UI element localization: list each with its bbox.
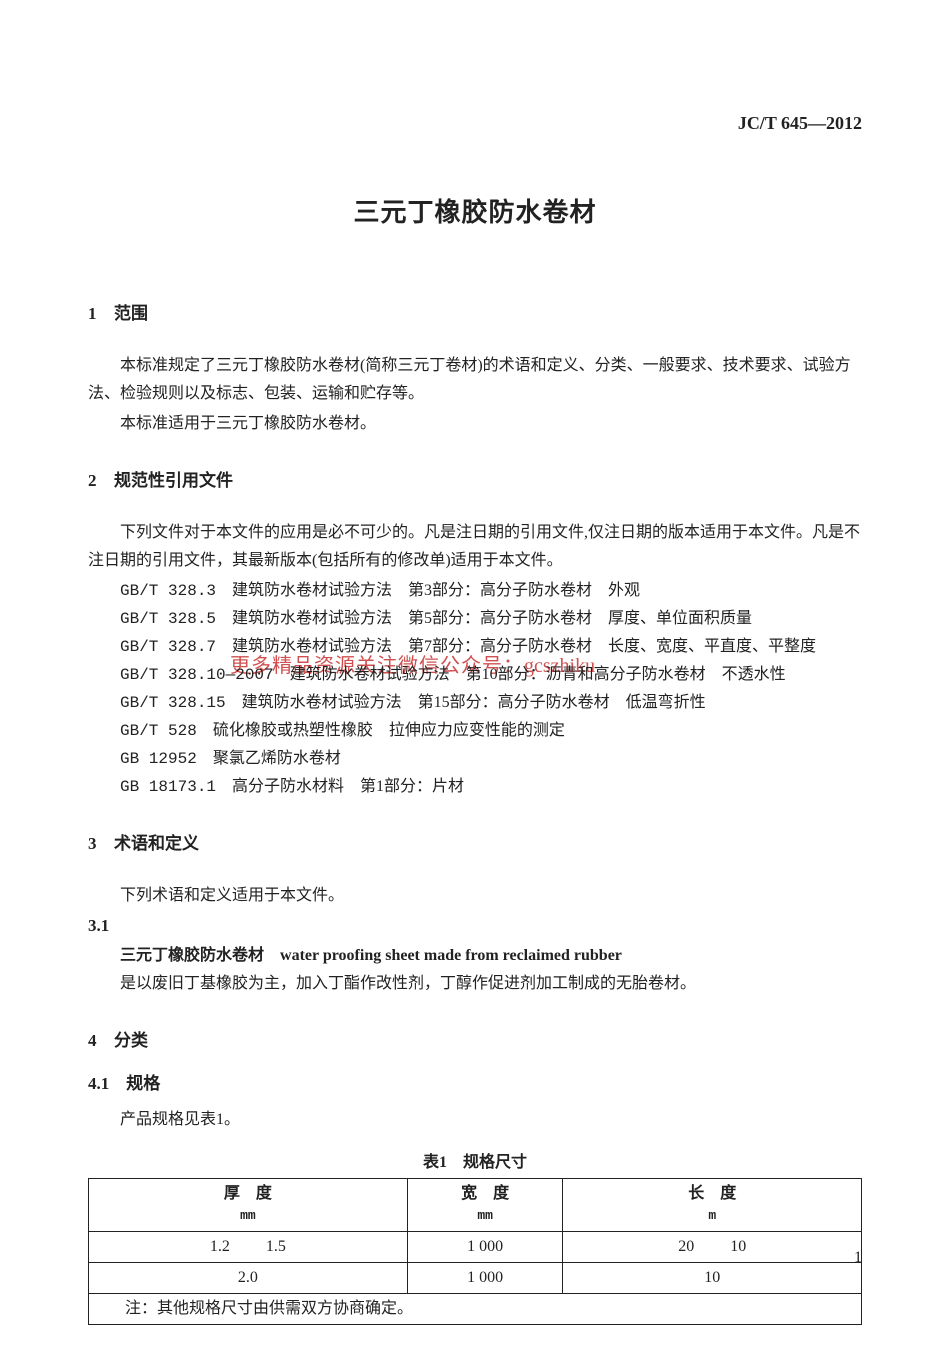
ref-text: 建筑防水卷材试验方法 第3部分：高分子防水卷材 外观 xyxy=(232,582,640,599)
ref-code: GB/T 328.7 xyxy=(120,638,216,656)
section-2-num: 2 xyxy=(88,471,114,491)
section-2: 2规范性引用文件 下列文件对于本文件的应用是必不可少的。凡是注日期的引用文件,仅… xyxy=(88,466,862,801)
section-2-heading: 2规范性引用文件 xyxy=(88,466,862,491)
section-2-title: 规范性引用文件 xyxy=(114,471,233,490)
section-4-1-para: 产品规格见表1。 xyxy=(88,1106,862,1134)
section-4-1-title: 规格 xyxy=(126,1074,160,1093)
ref-item: GB/T 328.5 建筑防水卷材试验方法 第5部分：高分子防水卷材 厚度、单位… xyxy=(120,605,862,633)
section-3-title: 术语和定义 xyxy=(114,834,199,853)
section-3-num: 3 xyxy=(88,834,114,854)
ref-text: 建筑防水卷材试验方法 第15部分：高分子防水卷材 低温弯折性 xyxy=(242,694,706,711)
term-definition-text: 是以废旧丁基橡胶为主，加入丁酯作改性剂，丁醇作促进剂加工制成的无胎卷材。 xyxy=(120,970,862,998)
td-width-1: 1 000 xyxy=(407,1232,563,1263)
section-1-num: 1 xyxy=(88,304,114,324)
th-thickness: 厚 度 mm xyxy=(89,1179,408,1232)
ref-code: GB/T 328.5 xyxy=(120,610,216,628)
ref-text: 硫化橡胶或热塑性橡胶 拉伸应力应变性能的测定 xyxy=(213,722,565,739)
section-3-para-1: 下列术语和定义适用于本文件。 xyxy=(88,882,862,910)
th-length-label: 长 度 xyxy=(688,1185,736,1202)
table-1-caption: 表1 规格尺寸 xyxy=(88,1148,862,1172)
ref-code: GB 12952 xyxy=(120,750,197,768)
td-length-2: 10 xyxy=(563,1263,862,1294)
term-en: water proofing sheet made from reclaimed… xyxy=(280,947,622,964)
ref-item: GB 18173.1 高分子防水材料 第1部分：片材 xyxy=(120,773,862,801)
ref-code: GB/T 528 xyxy=(120,722,197,740)
ref-code: GB 18173.1 xyxy=(120,778,216,796)
ref-item: GB/T 328.10—2007 建筑防水卷材试验方法 第10部分：沥青和高分子… xyxy=(120,661,862,689)
document-title: 三元丁橡胶防水卷材 xyxy=(88,192,862,229)
table-header-row: 厚 度 mm 宽 度 mm 长 度 m xyxy=(89,1179,862,1232)
th-width-unit: mm xyxy=(414,1205,557,1227)
th-width-label: 宽 度 xyxy=(461,1185,509,1202)
ref-text: 聚氯乙烯防水卷材 xyxy=(213,750,341,767)
th-length: 长 度 m xyxy=(563,1179,862,1232)
cell-val: 20 xyxy=(678,1236,694,1258)
reference-list: GB/T 328.3 建筑防水卷材试验方法 第3部分：高分子防水卷材 外观 GB… xyxy=(120,577,862,801)
ref-text: 高分子防水材料 第1部分：片材 xyxy=(232,778,464,795)
cell-val: 10 xyxy=(730,1236,746,1258)
ref-item: GB/T 328.7 建筑防水卷材试验方法 第7部分：高分子防水卷材 长度、宽度… xyxy=(120,633,862,661)
ref-code: GB/T 328.15 xyxy=(120,694,226,712)
ref-text: 建筑防水卷材试验方法 第10部分：沥青和高分子防水卷材 不透水性 xyxy=(290,666,786,683)
th-thickness-unit: mm xyxy=(95,1205,401,1227)
spec-table: 厚 度 mm 宽 度 mm 长 度 m 1.21.5 1 000 2010 2.… xyxy=(88,1178,862,1325)
th-width: 宽 度 mm xyxy=(407,1179,563,1232)
td-thickness-2: 2.0 xyxy=(89,1263,408,1294)
section-4: 4分类 4.1 规格 产品规格见表1。 表1 规格尺寸 厚 度 mm 宽 度 m… xyxy=(88,1026,862,1325)
section-1-title: 范围 xyxy=(114,304,148,323)
table-row: 1.21.5 1 000 2010 xyxy=(89,1232,862,1263)
section-4-num: 4 xyxy=(88,1031,114,1051)
section-1: 1范围 本标准规定了三元丁橡胶防水卷材(简称三元丁卷材)的术语和定义、分类、一般… xyxy=(88,299,862,438)
ref-text: 建筑防水卷材试验方法 第5部分：高分子防水卷材 厚度、单位面积质量 xyxy=(232,610,752,627)
td-length-1: 2010 xyxy=(563,1232,862,1263)
section-3: 3术语和定义 下列术语和定义适用于本文件。 3.1 三元丁橡胶防水卷材 wate… xyxy=(88,829,862,998)
ref-text: 建筑防水卷材试验方法 第7部分：高分子防水卷材 长度、宽度、平直度、平整度 xyxy=(232,638,816,655)
ref-item: GB/T 528 硫化橡胶或热塑性橡胶 拉伸应力应变性能的测定 xyxy=(120,717,862,745)
section-1-heading: 1范围 xyxy=(88,299,862,324)
term-cn: 三元丁橡胶防水卷材 xyxy=(120,947,264,964)
section-4-title: 分类 xyxy=(114,1031,148,1050)
td-width-2: 1 000 xyxy=(407,1263,563,1294)
cell-val: 1.5 xyxy=(266,1236,286,1258)
cell-val: 1.2 xyxy=(210,1236,230,1258)
ref-item: GB/T 328.3 建筑防水卷材试验方法 第3部分：高分子防水卷材 外观 xyxy=(120,577,862,605)
term-title: 三元丁橡胶防水卷材 water proofing sheet made from… xyxy=(120,942,862,970)
section-4-heading: 4分类 xyxy=(88,1026,862,1051)
ref-code: GB/T 328.10—2007 xyxy=(120,666,274,684)
ref-code: GB/T 328.3 xyxy=(120,582,216,600)
td-thickness-1: 1.2 1.5 xyxy=(89,1232,408,1263)
ref-item: GB 12952 聚氯乙烯防水卷材 xyxy=(120,745,862,773)
table-note-row: 注：其他规格尺寸由供需双方协商确定。 xyxy=(89,1294,862,1325)
table-row: 2.0 1 000 10 xyxy=(89,1263,862,1294)
table-note: 注：其他规格尺寸由供需双方协商确定。 xyxy=(89,1294,862,1325)
section-3-heading: 3术语和定义 xyxy=(88,829,862,854)
section-1-para-2: 本标准适用于三元丁橡胶防水卷材。 xyxy=(88,410,862,438)
th-thickness-label: 厚 度 xyxy=(224,1185,272,1202)
section-1-para-1: 本标准规定了三元丁橡胶防水卷材(简称三元丁卷材)的术语和定义、分类、一般要求、技… xyxy=(88,352,862,408)
section-3-1-num: 3.1 xyxy=(88,916,862,936)
section-2-para-1: 下列文件对于本文件的应用是必不可少的。凡是注日期的引用文件,仅注日期的版本适用于… xyxy=(88,519,862,575)
th-length-unit: m xyxy=(569,1205,855,1227)
section-4-1-num: 4.1 xyxy=(88,1074,109,1093)
ref-item: GB/T 328.15 建筑防水卷材试验方法 第15部分：高分子防水卷材 低温弯… xyxy=(120,689,862,717)
term-definition: 三元丁橡胶防水卷材 water proofing sheet made from… xyxy=(120,942,862,998)
section-4-1-heading: 4.1 规格 xyxy=(88,1069,862,1094)
standard-code: JC/T 645—2012 xyxy=(738,113,862,134)
